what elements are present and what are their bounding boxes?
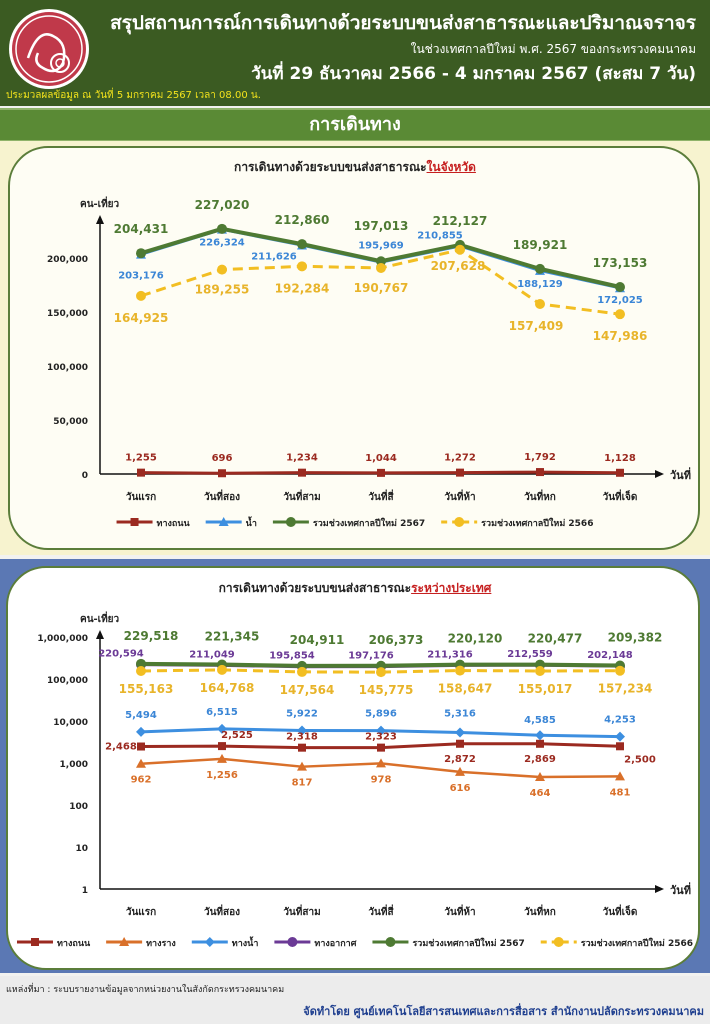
ministry-seal-logo	[9, 9, 89, 89]
chart-title-text: การเดินทางด้วยระบบขนส่งสาธารณะ	[234, 160, 427, 174]
domestic-chart-title: การเดินทางด้วยระบบขนส่งสาธารณะในจังหวัด	[0, 158, 710, 177]
international-chart-card	[6, 566, 700, 970]
data-source: แหล่งที่มา : ระบบรายงานข้อมูลจากหน่วยงาน…	[6, 985, 285, 995]
international-chart-title: การเดินทางด้วยระบบขนส่งสาธารณะระหว่างประ…	[0, 579, 710, 598]
page-subtitle: ในช่วงเทศกาลปีใหม่ พ.ศ. 2567 ของกระทรวงค…	[410, 42, 696, 56]
section-banner: การเดินทาง	[0, 108, 710, 142]
chart-title-text: การเดินทางด้วยระบบขนส่งสาธารณะ	[218, 581, 412, 595]
date-range: วันที่ 29 ธันวาคม 2566 - 4 มกราคม 2567 (…	[251, 64, 696, 84]
chart-title-highlight: ในจังหวัด	[426, 160, 476, 174]
domestic-chart-card	[8, 146, 700, 550]
chart-title-highlight: ระหว่างประเทศ	[411, 581, 492, 595]
page-title: สรุปสถานการณ์การเดินทางด้วยระบบขนส่งสาธา…	[110, 12, 696, 34]
processed-timestamp: ประมวลผลข้อมูล ณ วันที่ 5 มกราคม 2567 เว…	[6, 90, 261, 101]
produced-by: จัดทำโดย ศูนย์เทคโนโลยีสารสนเทศและการสื่…	[303, 1005, 704, 1018]
footer	[0, 976, 710, 1024]
header	[0, 0, 710, 106]
